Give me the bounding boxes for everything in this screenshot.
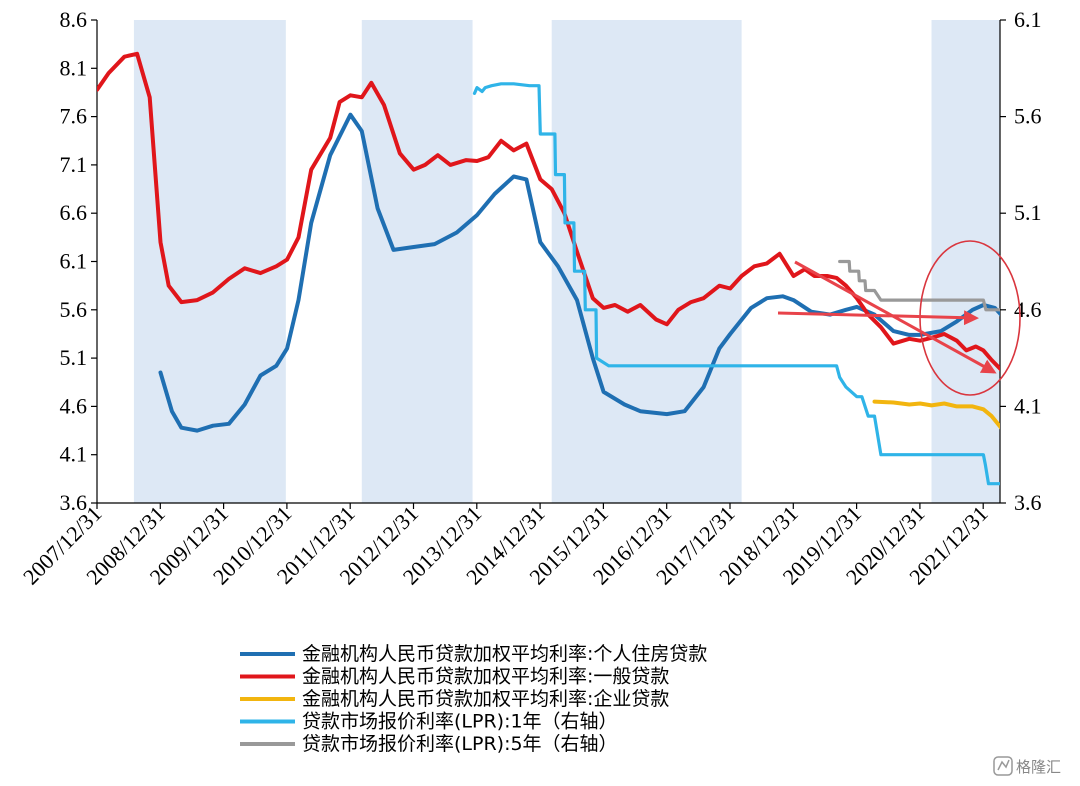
series-line-0 [158,112,1000,433]
annotation [777,240,1021,396]
shaded-period-2 [551,20,742,503]
x-axis-ticks: 2007/12/312008/12/312009/12/312010/12/31… [18,501,993,590]
right-tick-label: 4.1 [1014,393,1042,418]
series-line-2 [872,399,1000,430]
watermark-logo-icon [993,756,1013,776]
left-tick-label: 7.6 [60,104,88,129]
left-tick-label: 5.6 [60,297,88,322]
legend-label-0: 金融机构人民币贷款加权平均利率:个人住房贷款 [302,643,707,665]
annotation-arrow-down [794,260,997,374]
shaded-periods [133,20,1000,503]
left-tick-label: 5.1 [60,345,88,370]
series-lines [97,51,1000,486]
shaded-period-3 [931,20,1000,503]
series-line-3 [472,82,1000,486]
right-tick-label: 5.6 [1014,104,1042,129]
left-axis-ticks: 3.6 4.1 4.6 5.1 5.6 6.1 6.6 7.1 7.6 8.1 8.6 [60,7,97,515]
left-tick-label: 8.6 [60,7,88,32]
left-tick-label: 6.6 [60,200,88,225]
right-tick-label: 6.1 [1014,7,1042,32]
legend: 金融机构人民币贷款加权平均利率:个人住房贷款金融机构人民币贷款加权平均利率:一般… [240,643,707,755]
left-tick-label: 4.6 [60,393,88,418]
left-tick-label: 4.1 [60,442,88,467]
legend-label-4: 贷款市场报价利率(LPR):5年（右轴） [302,733,618,755]
right-tick-label: 5.1 [1014,200,1042,225]
series-line-4 [838,259,1000,312]
annotation-arrow-flat [777,310,979,326]
legend-label-2: 金融机构人民币贷款加权平均利率:企业贷款 [302,688,669,710]
watermark: 格隆汇 [993,756,1061,776]
legend-label-1: 金融机构人民币贷款加权平均利率:一般贷款 [302,666,669,688]
left-tick-label: 3.6 [60,490,88,515]
left-tick-label: 6.1 [60,249,88,274]
right-tick-label: 3.6 [1014,490,1042,515]
series-line-1 [97,51,1000,372]
watermark-text: 格隆汇 [1016,758,1061,776]
left-tick-label: 7.1 [60,152,88,177]
legend-label-3: 贷款市场报价利率(LPR):1年（右轴） [302,711,618,733]
shaded-period-0 [133,20,286,503]
left-tick-label: 8.1 [60,55,88,80]
right-axis-ticks: 3.64.14.65.15.66.1 [1000,7,1042,515]
